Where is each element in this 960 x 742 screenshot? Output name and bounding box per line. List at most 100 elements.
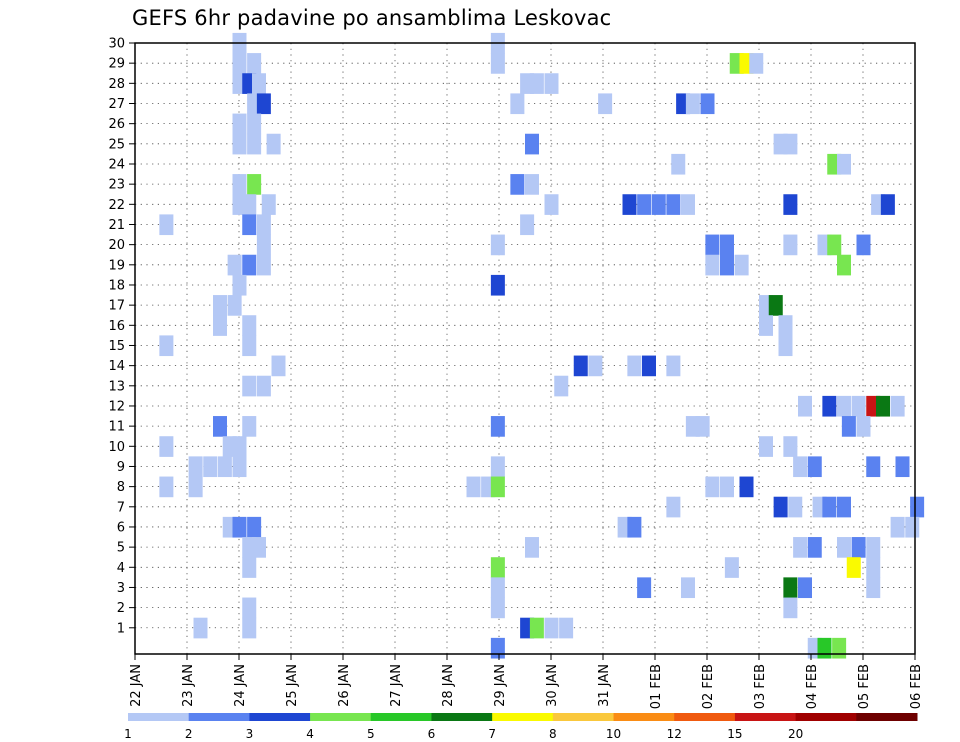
precip-cell (520, 214, 535, 236)
precip-cell (598, 93, 613, 115)
precip-cell (159, 436, 174, 457)
y-tick-label: 15 (108, 339, 125, 354)
precip-cell (227, 295, 242, 316)
y-tick-label: 17 (108, 299, 125, 314)
x-tick-label: 27 JAN (389, 664, 404, 707)
precip-cell (232, 133, 247, 155)
cells-layer (159, 32, 925, 659)
precip-cell (217, 456, 232, 478)
precip-cell (188, 476, 203, 498)
y-tick-label: 8 (117, 480, 125, 495)
precip-cell (837, 254, 851, 276)
colorbar-swatch (492, 713, 554, 721)
precip-cell (622, 194, 637, 215)
precip-cell (837, 537, 851, 558)
precip-cell (544, 194, 559, 215)
precip-cell (490, 597, 505, 619)
precip-cell (232, 436, 247, 457)
precip-cell (705, 476, 720, 498)
colorbar-swatch (370, 713, 432, 721)
precip-cell (213, 315, 227, 336)
y-tick-label: 5 (117, 541, 125, 556)
y-tick-label: 7 (117, 500, 125, 515)
precip-cell (837, 496, 851, 518)
y-tick-label: 13 (108, 379, 125, 394)
precip-cell (159, 335, 174, 357)
precip-cell (910, 496, 925, 518)
precip-cell (232, 113, 247, 135)
x-tick-label: 24 JAN (233, 664, 248, 707)
y-tick-label: 22 (108, 198, 125, 213)
precip-cell (666, 194, 681, 215)
colorbar-swatch (128, 713, 190, 721)
x-tick-label: 01 FEB (649, 664, 664, 709)
colorbar-label: 20 (788, 727, 803, 741)
precip-cell (700, 93, 715, 115)
precip-cell (832, 637, 847, 659)
precip-cell (266, 133, 281, 155)
precip-cell (851, 537, 866, 558)
precip-cell (749, 53, 764, 74)
x-tick-label: 29 JAN (493, 664, 508, 707)
precip-cell (242, 597, 257, 619)
x-tick-label: 25 JAN (285, 664, 300, 707)
precip-cell (242, 214, 257, 236)
precip-cell (856, 234, 871, 256)
precip-cell (490, 637, 505, 659)
x-tick-label: 30 JAN (545, 664, 560, 707)
precip-cell (490, 274, 505, 296)
colorbar-swatch (613, 713, 675, 721)
precip-cell (554, 375, 569, 397)
colorbar-swatch (249, 713, 311, 721)
precip-cell (783, 436, 798, 457)
precip-cell (905, 516, 920, 538)
colorbar-label: 15 (727, 727, 742, 741)
precip-cell (890, 516, 905, 538)
y-tick-label: 2 (117, 601, 125, 616)
colorbar-label: 2 (185, 727, 193, 741)
y-tick-label: 1 (117, 621, 125, 636)
y-tick-label: 14 (108, 359, 125, 374)
precip-cell (490, 416, 505, 437)
precip-cell (841, 416, 856, 437)
colorbar-label: 5 (367, 727, 375, 741)
precip-cell (681, 194, 695, 215)
y-tick-label: 4 (117, 561, 125, 576)
precip-cell (490, 476, 505, 498)
precip-cell (232, 53, 247, 74)
y-tick-label: 9 (117, 460, 125, 475)
precip-cell (866, 456, 881, 478)
precip-cell (247, 516, 262, 538)
precip-cell (720, 234, 734, 256)
precip-cell (256, 234, 271, 256)
precip-cell (827, 234, 842, 256)
colorbar-label: 6 (428, 727, 436, 741)
precip-cell (232, 456, 247, 478)
precip-cell (247, 133, 262, 155)
precip-cell (232, 274, 247, 296)
precip-cell (529, 617, 544, 639)
x-tick-label: 22 JAN (129, 664, 144, 707)
precip-cell (559, 617, 574, 639)
colorbar-swatch (734, 713, 797, 721)
precip-cell (895, 456, 910, 478)
y-tick-label: 10 (108, 440, 125, 455)
precip-cell (188, 456, 203, 478)
y-axis: 1234567891011121314151617181920212223242… (108, 37, 135, 636)
colorbar-label: 8 (549, 727, 557, 741)
precip-cell (242, 315, 257, 336)
y-tick-label: 19 (108, 258, 125, 273)
x-tick-label: 31 JAN (597, 664, 612, 707)
precip-cell (193, 617, 208, 639)
precip-cell (759, 315, 773, 336)
precip-cell (695, 416, 710, 437)
precip-cell (637, 577, 652, 599)
precip-cell (866, 577, 881, 599)
precip-cell (681, 577, 695, 599)
colorbar-swatch (431, 713, 493, 721)
x-tick-label: 03 FEB (753, 664, 768, 709)
precip-cell (252, 537, 266, 558)
precip-cell (837, 153, 851, 175)
precip-cell (734, 254, 749, 276)
precip-cell (466, 476, 481, 498)
